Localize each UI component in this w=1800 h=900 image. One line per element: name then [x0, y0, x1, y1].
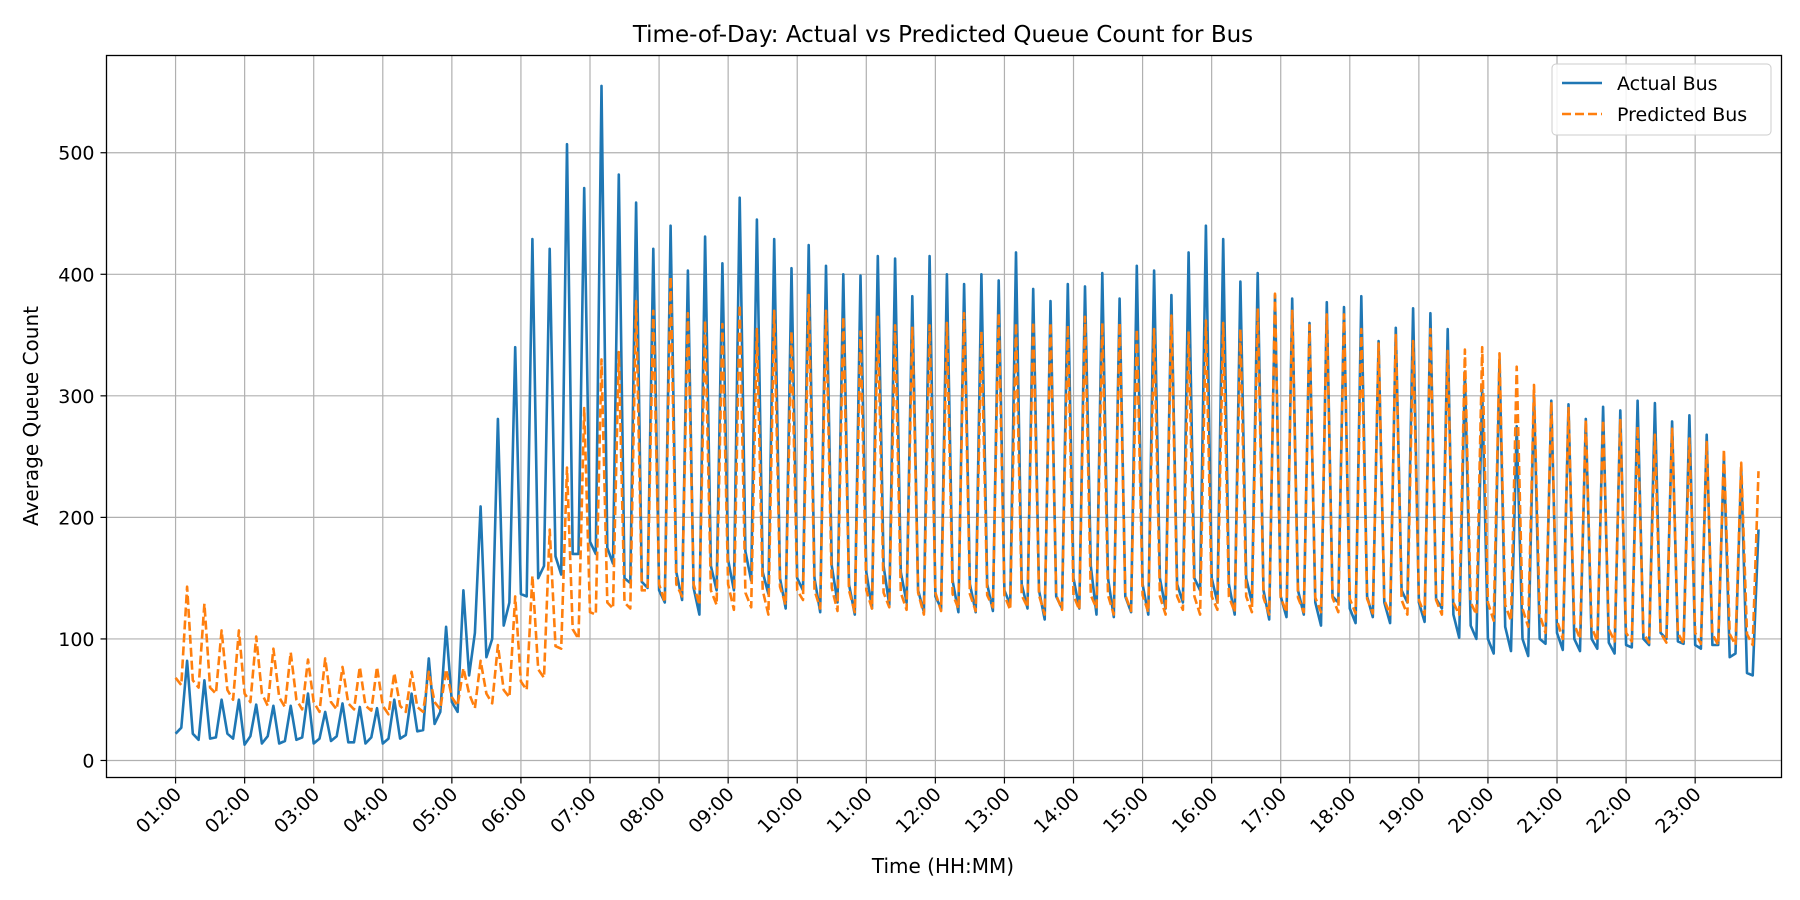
grid-lines — [106, 55, 1782, 778]
y-tick-label: 200 — [58, 507, 94, 529]
legend-label-predicted: Predicted Bus — [1617, 104, 1747, 126]
legend-label-actual: Actual Bus — [1617, 73, 1718, 95]
x-axis-label: Time (HH:MM) — [871, 854, 1014, 878]
series-line-predicted-bus — [174, 275, 1760, 716]
series-layer — [174, 84, 1760, 746]
series-line-actual-bus — [174, 84, 1760, 746]
chart-title: Time-of-Day: Actual vs Predicted Queue C… — [632, 22, 1253, 48]
y-tick-label: 0 — [82, 750, 94, 772]
y-tick-label: 400 — [58, 264, 94, 286]
plot-frame — [105, 54, 1783, 779]
y-axis-label: Average Queue Count — [19, 306, 43, 526]
y-tick-label: 500 — [58, 143, 94, 165]
legend-box — [1551, 63, 1772, 136]
legend: Actual Bus Predicted Bus — [1551, 63, 1772, 136]
y-tick-label: 300 — [58, 386, 94, 408]
y-tick-label: 100 — [58, 629, 94, 651]
